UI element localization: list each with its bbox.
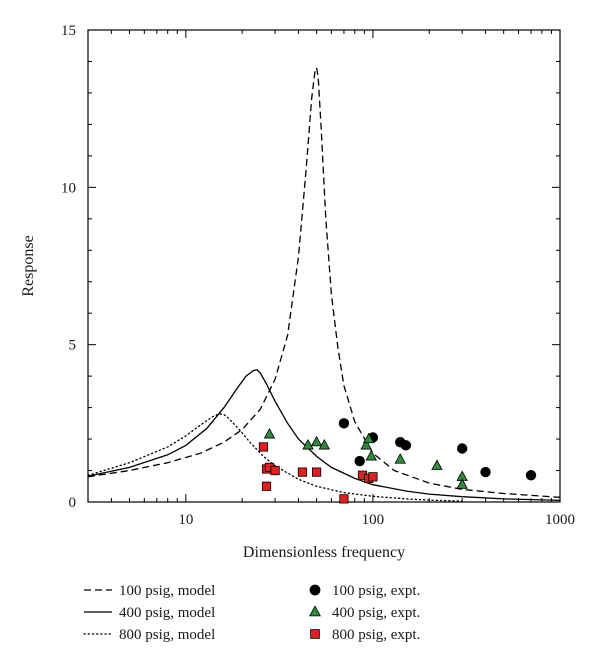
data-point-square: [297, 467, 308, 477]
data-point-triangle: [302, 438, 314, 450]
y-tick-label: 0: [69, 495, 77, 511]
legend-swatch: [310, 629, 320, 639]
legend-label: 400 psig, model: [119, 605, 215, 621]
legend-label: 800 psig, model: [119, 627, 215, 643]
y-tick-label: 15: [61, 23, 76, 39]
data-point-square: [261, 481, 272, 491]
data-point-circle: [354, 455, 365, 467]
data-point-circle: [456, 443, 468, 454]
data-point-square: [258, 442, 269, 452]
x-axis-title: Dimensionless frequency: [243, 544, 405, 561]
data-point-circle: [400, 440, 412, 451]
series-line-dashed: [87, 65, 561, 498]
data-point-triangle: [365, 449, 377, 461]
data-point-triangle: [394, 453, 406, 464]
data-point-triangle: [318, 438, 331, 450]
series-line-solid: [87, 369, 561, 502]
series-line-dotted: [87, 413, 463, 502]
y-tick-label: 10: [61, 180, 76, 196]
data-point-square: [270, 465, 280, 476]
data-point-triangle: [456, 478, 468, 489]
x-tick-label: 1000: [545, 512, 575, 528]
data-point-triangle: [263, 427, 276, 439]
data-point-circle: [338, 418, 350, 429]
data-point-triangle: [431, 459, 443, 470]
experimental-points: [258, 418, 537, 504]
y-tick-label: 5: [69, 338, 77, 354]
data-point-square: [339, 494, 349, 504]
legend-label: 800 psig, expt.: [332, 627, 420, 643]
x-tick-label: 100: [362, 512, 385, 528]
legend-swatch: [309, 584, 321, 596]
legend-label: 100 psig, expt.: [332, 583, 420, 599]
data-point-triangle: [310, 435, 323, 447]
legend-swatch: [309, 605, 321, 617]
y-axis-ticks: 0 5 10 15: [61, 23, 560, 511]
x-tick-label: 10: [178, 512, 193, 528]
plot-frame: [87, 29, 561, 503]
data-point-circle: [525, 470, 537, 481]
data-point-triangle: [360, 438, 372, 450]
legend-label: 100 psig, model: [119, 583, 215, 599]
data-point-square: [368, 472, 378, 482]
x-axis-ticks: 10 100 1000: [87, 30, 575, 528]
data-point-triangle: [363, 432, 375, 444]
legend-label: 400 psig, expt.: [332, 605, 420, 621]
data-point-square: [311, 467, 322, 477]
legend: 100 psig, model 400 psig, model 800 psig, …: [83, 583, 420, 643]
model-curves: [87, 65, 561, 502]
y-axis-title: Response: [20, 235, 37, 296]
data-point-circle: [480, 466, 491, 478]
